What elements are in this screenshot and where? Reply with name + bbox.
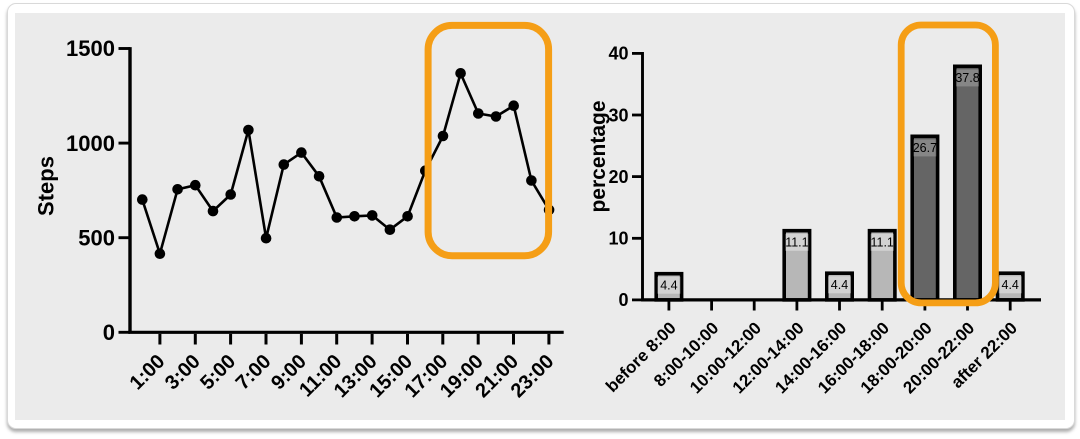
svg-text:percentage: percentage <box>587 100 610 212</box>
svg-text:4.4: 4.4 <box>831 278 848 292</box>
svg-text:26.7: 26.7 <box>913 141 937 155</box>
svg-text:5:00: 5:00 <box>196 350 240 394</box>
svg-text:1500: 1500 <box>66 36 115 61</box>
svg-text:1000: 1000 <box>66 131 115 156</box>
svg-text:4.4: 4.4 <box>1002 278 1019 292</box>
svg-text:3:00: 3:00 <box>161 350 205 394</box>
svg-text:1:00: 1:00 <box>126 350 170 394</box>
svg-text:11.1: 11.1 <box>870 236 893 250</box>
svg-text:11.1: 11.1 <box>785 236 808 250</box>
svg-text:30: 30 <box>608 105 628 125</box>
svg-text:20: 20 <box>608 167 628 187</box>
svg-text:4.4: 4.4 <box>660 278 677 292</box>
svg-text:10: 10 <box>608 229 628 249</box>
svg-text:0: 0 <box>103 320 115 345</box>
svg-text:500: 500 <box>78 225 115 250</box>
svg-text:0: 0 <box>618 290 628 310</box>
svg-text:40: 40 <box>608 44 628 64</box>
svg-text:Steps: Steps <box>34 156 59 216</box>
svg-text:37.8: 37.8 <box>955 71 979 85</box>
svg-text:7:00: 7:00 <box>232 350 276 394</box>
